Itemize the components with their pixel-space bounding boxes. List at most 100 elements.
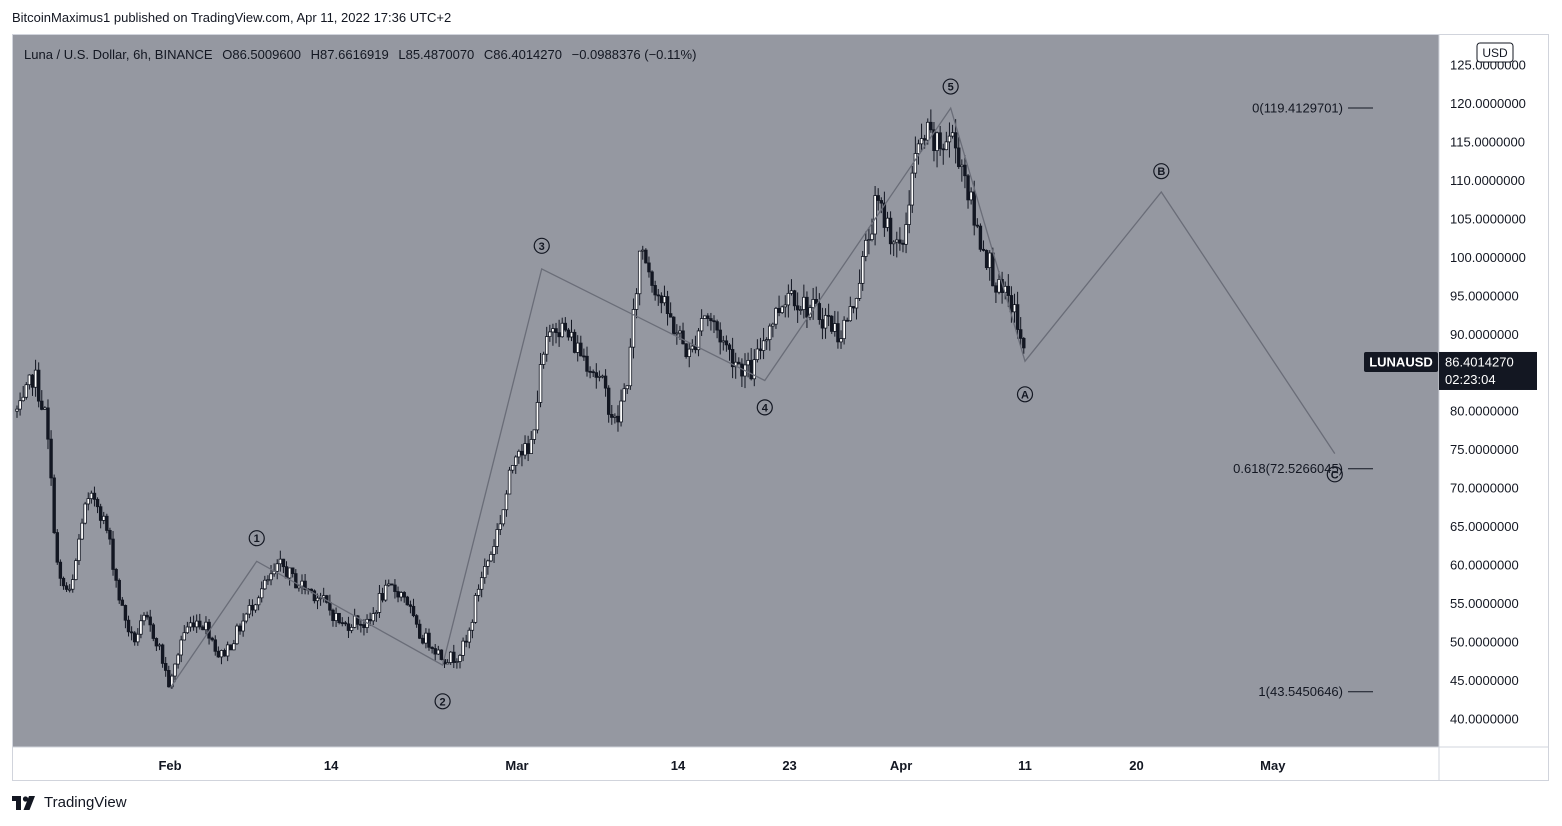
candle-body <box>504 493 509 511</box>
candle-body <box>185 626 190 634</box>
legend-open-key: O <box>222 47 232 62</box>
wave-label-b[interactable]: B <box>1153 163 1170 180</box>
legend-change: −0.0988376 (−0.11%) <box>572 47 697 62</box>
candle-body <box>637 250 642 295</box>
candle-body <box>486 560 490 567</box>
candle-body <box>30 374 35 388</box>
candle-body <box>476 588 481 596</box>
wave-label-1[interactable]: 1 <box>248 530 265 547</box>
candle-body <box>368 618 372 622</box>
price-tick-label: 55.0000000 <box>1450 596 1519 611</box>
candle-body <box>696 330 701 351</box>
currency-button[interactable]: USD <box>1476 42 1514 63</box>
candle-body <box>377 593 382 613</box>
candle-body <box>706 315 710 319</box>
candle-body <box>58 561 63 579</box>
fibonacci-levels: 0(119.4129701) 0.618(72.5266045) 1(43.5450… <box>1233 100 1373 699</box>
candle-body <box>935 132 939 152</box>
candle-body <box>792 290 797 307</box>
wave-label-2[interactable]: 2 <box>434 693 451 710</box>
candle-body <box>61 577 66 587</box>
candle-body <box>774 307 778 325</box>
candle-body <box>814 299 818 304</box>
candle-body <box>1018 329 1023 339</box>
candle-body <box>191 622 196 628</box>
candle-body <box>876 195 880 201</box>
candle-body <box>74 560 78 580</box>
candle-body <box>67 588 72 591</box>
price-chart[interactable]: 0(119.4129701) 0.618(72.5266045) 1(43.5450… <box>13 35 1548 780</box>
wave-label-text: 2 <box>440 696 446 708</box>
price-axis[interactable] <box>1439 35 1548 780</box>
candle-body <box>24 384 28 398</box>
candle-body <box>733 361 738 368</box>
candle-body <box>830 315 834 332</box>
wave-label-circle <box>533 237 550 254</box>
candle-body <box>80 522 84 540</box>
candle-body <box>399 592 403 598</box>
candle-body <box>154 638 159 647</box>
candle-body <box>142 614 146 622</box>
candle-body <box>969 191 973 201</box>
candle-body <box>266 579 270 582</box>
candle-body <box>845 319 849 322</box>
candle-body <box>631 309 636 348</box>
candle-body <box>523 443 527 456</box>
candle-body <box>836 323 840 343</box>
candle-body <box>777 307 781 314</box>
wave-label-c[interactable]: C <box>1326 466 1343 483</box>
candle-body <box>167 670 171 688</box>
candle-body <box>473 595 478 623</box>
candle-body <box>433 648 437 655</box>
time-axis[interactable] <box>13 747 1439 780</box>
candle-body <box>492 546 496 555</box>
wave-label-5[interactable]: 5 <box>942 78 959 95</box>
candle-body <box>727 344 732 350</box>
candle-body <box>585 355 589 372</box>
candle-body <box>978 225 983 250</box>
candle-body <box>811 299 815 309</box>
time-tick-label: Mar <box>505 758 528 773</box>
candle-body <box>241 620 245 632</box>
candle-body <box>690 345 695 350</box>
candle-body <box>297 585 301 589</box>
candle-body <box>145 614 149 618</box>
candle-body <box>715 321 719 331</box>
candle-body <box>393 584 397 592</box>
fib-level-label: 0(119.4129701) <box>1252 100 1343 115</box>
candle-body <box>861 256 865 284</box>
candle-body <box>984 250 989 269</box>
candle-body <box>95 498 100 508</box>
candle-body <box>591 371 595 374</box>
candle-body <box>895 239 899 243</box>
candle-body <box>89 492 94 500</box>
candle-body <box>439 649 444 660</box>
candle-body <box>201 626 205 631</box>
candle-body <box>337 612 341 624</box>
wave-label-3[interactable]: 3 <box>533 237 550 254</box>
legend-high-key: H <box>311 47 320 62</box>
tradingview-logo-icon <box>12 795 35 810</box>
candle-body <box>535 402 540 431</box>
tradingview-footer-logo[interactable]: TradingView <box>12 794 127 811</box>
candle-body <box>33 369 38 388</box>
candle-body <box>545 336 549 355</box>
candle-body <box>102 515 106 521</box>
candle-body <box>343 622 348 625</box>
legend-high-value: 87.6616919 <box>320 47 389 62</box>
candle-body <box>1009 295 1014 313</box>
wave-label-circle <box>1326 466 1343 483</box>
candle-body <box>455 661 459 663</box>
candle-body <box>789 290 794 294</box>
wave-label-circle <box>1016 386 1034 403</box>
candle-body <box>851 306 856 309</box>
candle-body <box>83 503 87 524</box>
wave-label-a[interactable]: A <box>1016 386 1034 403</box>
wave-count-path[interactable] <box>169 106 1336 689</box>
plot-area[interactable] <box>13 35 1439 747</box>
candle-body <box>665 296 670 314</box>
candle-body <box>678 330 682 334</box>
candle-body <box>170 675 174 688</box>
wave-label-4[interactable]: 4 <box>756 399 773 416</box>
candle-body <box>891 241 896 245</box>
